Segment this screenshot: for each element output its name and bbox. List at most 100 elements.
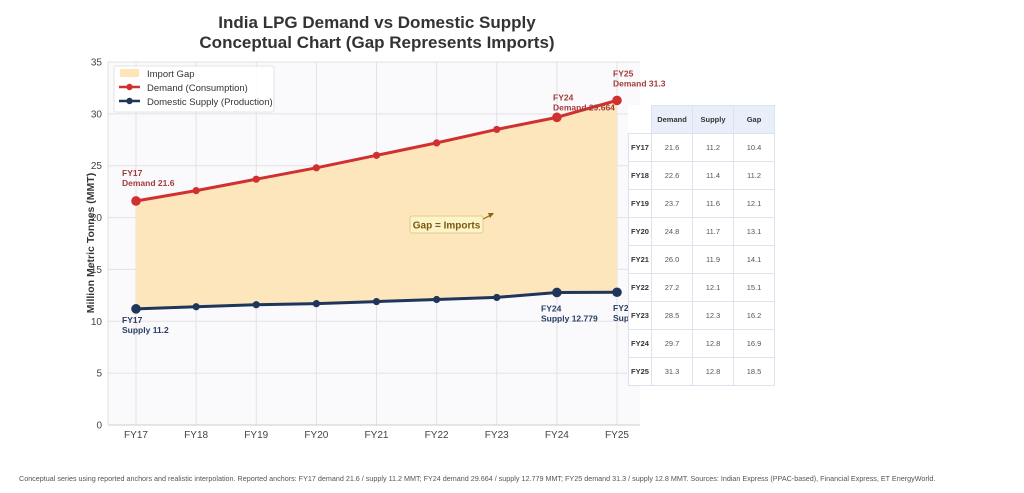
supply-annotation-text: FY25 bbox=[613, 303, 634, 313]
demand-point bbox=[312, 164, 320, 172]
table-row: FY18 22.6 11.4 11.2 bbox=[628, 161, 775, 190]
table-row: FY17 21.6 11.2 10.4 bbox=[628, 133, 775, 162]
y-tick-label: 25 bbox=[91, 161, 103, 172]
demand-point bbox=[493, 125, 501, 134]
legend-label-gap: Import Gap bbox=[147, 69, 195, 80]
legend-label-supply: Domestic Supply (Production) bbox=[147, 97, 273, 108]
demand-annotation-text: Demand 31.3 bbox=[613, 78, 666, 88]
y-tick-label: 30 bbox=[91, 109, 103, 120]
table-cell-gap: 15.1 bbox=[733, 273, 775, 302]
table-cell-gap: 14.1 bbox=[733, 245, 775, 274]
table-cell-gap: 16.2 bbox=[733, 301, 775, 330]
table-cell-supply: 12.8 bbox=[692, 357, 734, 386]
gap-label: Gap = Imports bbox=[413, 221, 481, 232]
table-header-gap: Gap bbox=[733, 105, 775, 134]
legend-marker-demand bbox=[126, 83, 133, 91]
table-cell-supply: 12.3 bbox=[692, 301, 734, 330]
import-gap-fill bbox=[136, 100, 617, 309]
supply-point bbox=[433, 295, 441, 304]
table-cell-supply: 12.1 bbox=[692, 273, 734, 302]
table-row: FY24 29.7 12.8 16.9 bbox=[628, 329, 775, 358]
table-cell-supply: 11.6 bbox=[692, 189, 734, 218]
demand-point bbox=[552, 112, 562, 123]
supply-point bbox=[131, 304, 141, 314]
demand-annotation-text: Demand 29.664 bbox=[553, 102, 615, 112]
table-cell-demand: 29.7 bbox=[651, 329, 693, 358]
y-tick-label: 15 bbox=[91, 265, 103, 276]
supply-annotation-text: FY17 bbox=[122, 315, 143, 325]
data-table: Demand Supply Gap FY17 21.6 11.2 10.4 FY18 22… bbox=[628, 105, 775, 386]
y-tick-label: 10 bbox=[91, 317, 103, 328]
chart-subtitle: Conceptual Chart (Gap Represents Imports… bbox=[199, 33, 554, 52]
table-body: FY17 21.6 11.2 10.4 FY18 22.6 11.4 11.2 FY19 23.7… bbox=[628, 133, 775, 386]
table-header-supply: Supply bbox=[692, 105, 734, 134]
table-row-label: FY22 bbox=[628, 273, 652, 302]
x-tick-label: FY24 bbox=[545, 430, 569, 441]
legend-marker-supply bbox=[126, 97, 133, 105]
table-cell-demand: 23.7 bbox=[651, 189, 693, 218]
demand-annotation-text: FY17 bbox=[122, 168, 143, 178]
table-cell-gap: 16.9 bbox=[733, 329, 775, 358]
table-row-label: FY20 bbox=[628, 217, 652, 246]
table-cell-supply: 11.2 bbox=[692, 133, 734, 162]
y-tick-label: 20 bbox=[91, 213, 103, 224]
chart-title: India LPG Demand vs Domestic Supply bbox=[218, 13, 536, 32]
table-row-label: FY18 bbox=[628, 161, 652, 190]
supply-point bbox=[552, 287, 562, 298]
table-cell-supply: 12.8 bbox=[692, 329, 734, 358]
demand-point bbox=[192, 187, 200, 195]
table-row-label: FY19 bbox=[628, 189, 652, 218]
table-cell-gap: 10.4 bbox=[733, 133, 775, 162]
table-cell-gap: 13.1 bbox=[733, 217, 775, 246]
axis-ticks: 0 5 10 15 20 25 30 35 FY17 FY18 FY19 FY20 FY21 FY22 FY… bbox=[91, 58, 630, 442]
x-tick-label: FY22 bbox=[425, 430, 449, 441]
supply-point bbox=[493, 293, 501, 302]
table-cell-gap: 11.2 bbox=[733, 161, 775, 190]
gap-annotation: Gap = Imports bbox=[409, 213, 494, 234]
y-tick-label: 5 bbox=[96, 369, 102, 380]
import-gap-area bbox=[136, 100, 617, 309]
demand-point bbox=[252, 175, 260, 183]
supply-point bbox=[372, 297, 381, 306]
demand-annotation-text: Demand 21.6 bbox=[122, 178, 175, 188]
demand-annotation-text: FY25 bbox=[613, 68, 634, 78]
demand-point bbox=[433, 139, 441, 147]
table-cell-demand: 31.3 bbox=[651, 357, 693, 386]
table-cell-demand: 21.6 bbox=[651, 133, 693, 162]
table-row: FY20 24.8 11.7 13.1 bbox=[628, 217, 775, 246]
supply-point bbox=[612, 287, 622, 298]
table-row: FY23 28.5 12.3 16.2 bbox=[628, 301, 775, 330]
table-cell-demand: 27.2 bbox=[651, 273, 693, 302]
x-tick-label: FY23 bbox=[485, 430, 509, 441]
demand-annotation-text: FY24 bbox=[553, 92, 574, 102]
table-cell-gap: 12.1 bbox=[733, 189, 775, 218]
supply-annotation-text: FY24 bbox=[541, 303, 562, 313]
table-row-label: FY25 bbox=[628, 357, 652, 386]
demand-point bbox=[131, 196, 141, 206]
demand-point bbox=[612, 95, 622, 106]
y-axis-label: Million Metric Tonnes (MMT) bbox=[85, 173, 97, 313]
x-tick-label: FY19 bbox=[244, 430, 268, 441]
supply-point bbox=[192, 303, 200, 311]
table-row-label: FY24 bbox=[628, 329, 652, 358]
x-tick-label: FY18 bbox=[184, 430, 208, 441]
legend-label-demand: Demand (Consumption) bbox=[147, 83, 248, 94]
y-tick-label: 35 bbox=[91, 58, 103, 69]
legend: Import Gap Demand (Consumption) Domestic… bbox=[113, 65, 275, 113]
table-row: FY21 26.0 11.9 14.1 bbox=[628, 245, 775, 274]
table-cell-gap: 18.5 bbox=[733, 357, 775, 386]
table-row-label: FY21 bbox=[628, 245, 652, 274]
supply-point bbox=[252, 301, 260, 309]
x-tick-label: FY25 bbox=[605, 430, 629, 441]
legend-swatch-gap bbox=[120, 69, 139, 77]
footnote: Conceptual series using reported anchors… bbox=[19, 474, 936, 483]
series-lines bbox=[131, 95, 622, 314]
demand-point bbox=[372, 151, 381, 159]
table-header-row: Demand Supply Gap bbox=[628, 105, 775, 134]
table-row: FY22 27.2 12.1 15.1 bbox=[628, 273, 775, 302]
x-tick-label: FY20 bbox=[304, 430, 328, 441]
supply-annotation-text: Supply 11.2 bbox=[122, 325, 169, 335]
x-tick-label: FY17 bbox=[124, 430, 148, 441]
table-row: FY19 23.7 11.6 12.1 bbox=[628, 189, 775, 218]
